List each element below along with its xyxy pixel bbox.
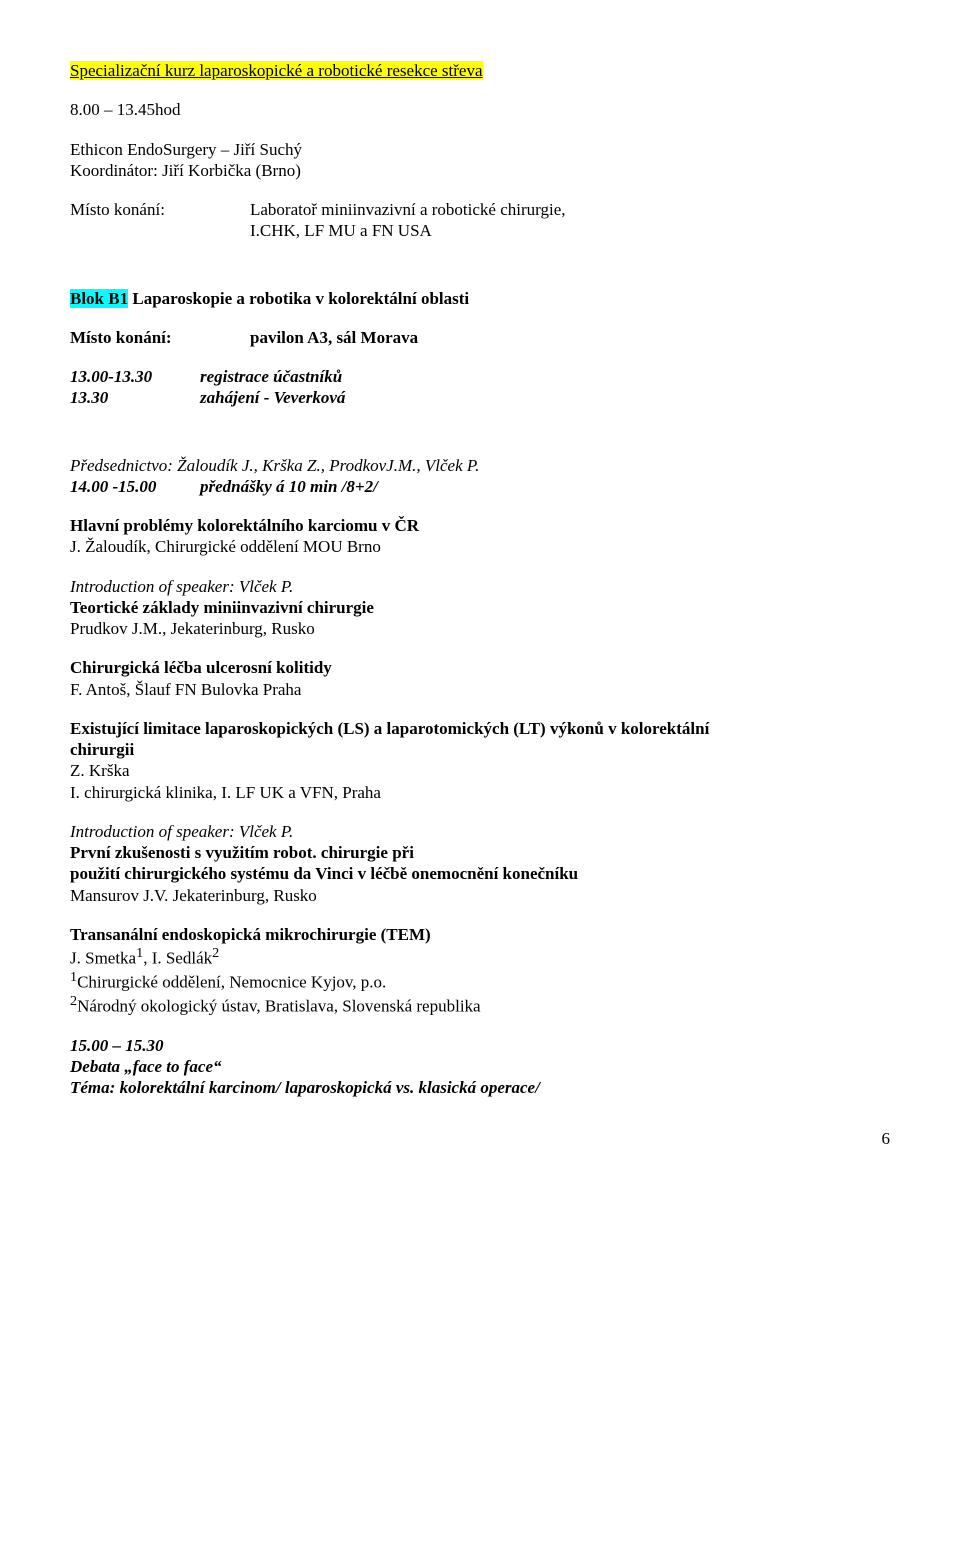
talk3-author: F. Antoš, Šlauf FN Bulovka Praha <box>70 679 890 700</box>
venue2-value: pavilon A3, sál Morava <box>250 327 418 348</box>
intro-speaker-1: Introduction of speaker: Vlček P. <box>70 576 890 597</box>
talk5-author: Mansurov J.V. Jekaterinburg, Rusko <box>70 885 890 906</box>
sched3-text: přednášky á 10 min /8+2/ <box>200 476 378 497</box>
talk6-title: Transanální endoskopická mikrochirurgie … <box>70 924 890 945</box>
talk4-author-line2: I. chirurgická klinika, I. LF UK a VFN, … <box>70 782 890 803</box>
talk1-author: J. Žaloudík, Chirurgické oddělení MOU Br… <box>70 536 890 557</box>
talk6-authors: J. Smetka1, I. Sedlák2 <box>70 945 890 969</box>
sched1-text: registrace účastníků <box>200 366 342 387</box>
organizer-line-2: Koordinátor: Jiří Korbička (Brno) <box>70 160 890 181</box>
tem-auth-mid: , I. Sedlák <box>143 949 212 968</box>
talk4-title-line1: Existující limitace laparoskopických (LS… <box>70 718 890 739</box>
talk5-title-line2: použití chirurgického systému da Vinci v… <box>70 863 890 884</box>
tem-auth-main: J. Smetka <box>70 949 136 968</box>
presidency: Předsednictvo: Žaloudík J., Krška Z., Pr… <box>70 455 890 476</box>
talk1-title: Hlavní problémy kolorektálního karciomu … <box>70 515 890 536</box>
talk4-author-line1: Z. Krška <box>70 760 890 781</box>
sched3-time: 14.00 -15.00 <box>70 476 200 497</box>
talk6-aff1: 1Chirurgické oddělení, Nemocnice Kyjov, … <box>70 969 890 993</box>
talk6-aff2: 2Národný okologický ústav, Bratislava, S… <box>70 993 890 1017</box>
talk5-title-line1: První zkušenosti s využitím robot. chiru… <box>70 842 890 863</box>
schedule-row-2: 13.30 zahájení - Veverková <box>70 387 890 408</box>
venue-label: Místo konání: <box>70 199 250 242</box>
block-heading: Blok B1 Laparoskopie a robotika v kolore… <box>70 288 890 309</box>
debate-time: 15.00 – 15.30 <box>70 1035 890 1056</box>
tem-aff2-text: Národný okologický ústav, Bratislava, Sl… <box>77 996 481 1015</box>
block-code: Blok B1 <box>70 289 128 308</box>
venue-line-1: Laboratoř miniinvazivní a robotické chir… <box>250 200 566 219</box>
organizer-line-1: Ethicon EndoSurgery – Jiří Suchý <box>70 139 890 160</box>
intro-speaker-2: Introduction of speaker: Vlček P. <box>70 821 890 842</box>
sched2-text: zahájení - Veverková <box>200 387 345 408</box>
talk3-title: Chirurgická léčba ulcerosní kolitidy <box>70 657 890 678</box>
talk2-title: Teortické základy miniinvazivní chirurgi… <box>70 597 890 618</box>
talk4-title-line2: chirurgii <box>70 739 890 760</box>
sched1-time: 13.00-13.30 <box>70 366 200 387</box>
talk2-author: Prudkov J.M., Jekaterinburg, Rusko <box>70 618 890 639</box>
venue-line-2: I.CHK, LF MU a FN USA <box>250 221 432 240</box>
debate-label: Debata „face to face“ <box>70 1056 890 1077</box>
block-title: Laparoskopie a robotika v kolorektální o… <box>128 289 469 308</box>
page-title: Specializační kurz laparoskopické a robo… <box>70 61 483 80</box>
venue-row: Místo konání: Laboratoř miniinvazivní a … <box>70 199 890 242</box>
venue-value: Laboratoř miniinvazivní a robotické chir… <box>250 199 566 242</box>
tem-auth-sup2: 2 <box>212 945 219 961</box>
venue2-row: Místo konání: pavilon A3, sál Morava <box>70 327 890 348</box>
tem-aff1-text: Chirurgické oddělení, Nemocnice Kyjov, p… <box>77 973 386 992</box>
time-range: 8.00 – 13.45hod <box>70 99 890 120</box>
schedule-row-3: 14.00 -15.00 přednášky á 10 min /8+2/ <box>70 476 890 497</box>
schedule-row-1: 13.00-13.30 registrace účastníků <box>70 366 890 387</box>
page-number: 6 <box>70 1128 890 1149</box>
debate-tema: Téma: kolorektální karcinom/ laparoskopi… <box>70 1077 890 1098</box>
venue2-label: Místo konání: <box>70 327 250 348</box>
sched2-time: 13.30 <box>70 387 200 408</box>
